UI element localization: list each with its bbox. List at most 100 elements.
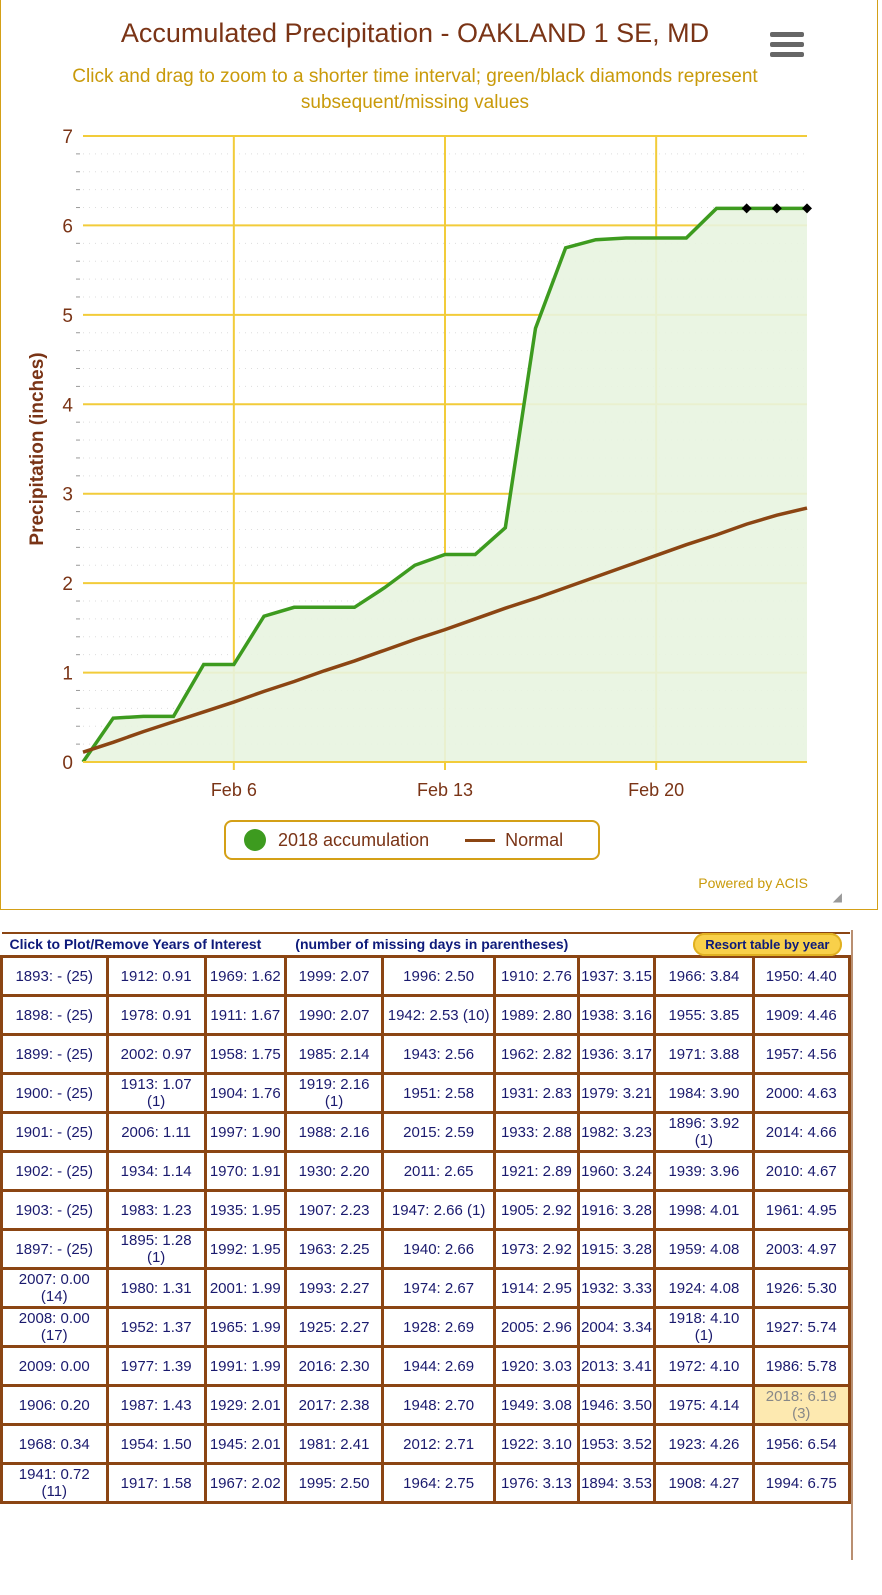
year-cell[interactable]: 1990: 2.07 — [283, 994, 385, 1036]
year-cell[interactable]: 1913: 1.07 (1) — [105, 1072, 207, 1114]
year-cell[interactable]: 1992: 1.95 — [203, 1228, 287, 1270]
credit-link[interactable]: Powered by ACIS — [698, 875, 808, 891]
year-cell[interactable]: 1904: 1.76 — [203, 1072, 287, 1114]
year-cell[interactable]: 1933: 2.88 — [493, 1111, 580, 1153]
year-cell[interactable]: 2001: 1.99 — [203, 1267, 287, 1309]
year-cell[interactable]: 1914: 2.95 — [493, 1267, 580, 1309]
year-cell[interactable]: 1939: 3.96 — [653, 1150, 755, 1192]
year-cell[interactable]: 1919: 2.16 (1) — [283, 1072, 385, 1114]
year-cell[interactable]: 1916: 3.28 — [576, 1189, 657, 1231]
year-cell[interactable]: 1989: 2.80 — [493, 994, 580, 1036]
year-cell[interactable]: 1894: 3.53 — [576, 1462, 657, 1504]
year-cell[interactable]: 2011: 2.65 — [381, 1150, 497, 1192]
year-cell[interactable]: 1945: 2.01 — [203, 1423, 287, 1465]
year-cell[interactable]: 1934: 1.14 — [105, 1150, 207, 1192]
year-cell[interactable]: 1927: 5.74 — [751, 1306, 852, 1348]
year-cell[interactable]: 1905: 2.92 — [493, 1189, 580, 1231]
chart-plot[interactable]: 0 1 2 3 4 5 6 7 Feb 6 Feb 13 Feb 20 Precipitation (… — [0, 0, 882, 910]
year-cell[interactable]: 1932: 3.33 — [576, 1267, 657, 1309]
year-cell[interactable]: 1920: 3.03 — [493, 1345, 580, 1387]
year-cell[interactable]: 2009: 0.00 — [0, 1345, 109, 1387]
year-cell[interactable]: 1936: 3.17 — [576, 1033, 657, 1075]
year-cell[interactable]: 1909: 4.46 — [751, 994, 852, 1036]
year-cell[interactable]: 1993: 2.27 — [283, 1267, 385, 1309]
year-cell[interactable]: 1980: 1.31 — [105, 1267, 207, 1309]
year-cell[interactable]: 1959: 4.08 — [653, 1228, 755, 1270]
year-cell[interactable]: 1971: 3.88 — [653, 1033, 755, 1075]
year-cell[interactable]: 1984: 3.90 — [653, 1072, 755, 1114]
year-cell[interactable]: 2004: 3.34 — [576, 1306, 657, 1348]
year-cell[interactable]: 1994: 6.75 — [751, 1462, 852, 1504]
year-cell[interactable]: 1958: 1.75 — [203, 1033, 287, 1075]
year-cell[interactable]: 1922: 3.10 — [493, 1423, 580, 1465]
year-cell[interactable]: 1910: 2.76 — [493, 955, 580, 997]
year-cell[interactable]: 1976: 3.13 — [493, 1462, 580, 1504]
year-cell[interactable]: 1981: 2.41 — [283, 1423, 385, 1465]
year-cell[interactable]: 1966: 3.84 — [653, 955, 755, 997]
year-cell[interactable]: 2006: 1.11 — [105, 1111, 207, 1153]
year-cell[interactable]: 1946: 3.50 — [576, 1384, 657, 1426]
year-cell[interactable]: 1986: 5.78 — [751, 1345, 852, 1387]
year-cell[interactable]: 1953: 3.52 — [576, 1423, 657, 1465]
year-cell[interactable]: 1942: 2.53 (10) — [381, 994, 497, 1036]
year-cell[interactable]: 2016: 2.30 — [283, 1345, 385, 1387]
year-cell[interactable]: 1938: 3.16 — [576, 994, 657, 1036]
year-cell[interactable]: 1951: 2.58 — [381, 1072, 497, 1114]
year-cell[interactable]: 1955: 3.85 — [653, 994, 755, 1036]
chart-container[interactable] — [0, 0, 878, 910]
year-cell[interactable]: 2005: 2.96 — [493, 1306, 580, 1348]
year-cell[interactable]: 1948: 2.70 — [381, 1384, 497, 1426]
year-cell[interactable]: 1895: 1.28 (1) — [105, 1228, 207, 1270]
year-cell[interactable]: 1963: 2.25 — [283, 1228, 385, 1270]
year-cell[interactable]: 1983: 1.23 — [105, 1189, 207, 1231]
year-cell[interactable]: 1899: - (25) — [0, 1033, 109, 1075]
year-cell[interactable]: 1999: 2.07 — [283, 955, 385, 997]
year-cell[interactable]: 1907: 2.23 — [283, 1189, 385, 1231]
year-cell[interactable]: 1960: 3.24 — [576, 1150, 657, 1192]
year-cell[interactable]: 2010: 4.67 — [751, 1150, 852, 1192]
year-cell[interactable]: 1974: 2.67 — [381, 1267, 497, 1309]
year-cell[interactable]: 1978: 0.91 — [105, 994, 207, 1036]
year-cell[interactable]: 2012: 2.71 — [381, 1423, 497, 1465]
year-cell[interactable]: 1998: 4.01 — [653, 1189, 755, 1231]
year-cell[interactable]: 1941: 0.72 (11) — [0, 1462, 109, 1504]
year-cell[interactable]: 2014: 4.66 — [751, 1111, 852, 1153]
year-cell[interactable]: 1902: - (25) — [0, 1150, 109, 1192]
year-cell[interactable]: 1982: 3.23 — [576, 1111, 657, 1153]
year-cell[interactable]: 1988: 2.16 — [283, 1111, 385, 1153]
year-cell[interactable]: 1969: 1.62 — [203, 955, 287, 997]
resort-table-button[interactable]: Resort table by year — [693, 933, 842, 956]
year-cell[interactable]: 1985: 2.14 — [283, 1033, 385, 1075]
year-cell[interactable]: 2017: 2.38 — [283, 1384, 385, 1426]
year-cell[interactable]: 1912: 0.91 — [105, 955, 207, 997]
year-cell[interactable]: 1917: 1.58 — [105, 1462, 207, 1504]
missing-value-diamond[interactable] — [741, 203, 752, 214]
year-cell[interactable]: 1940: 2.66 — [381, 1228, 497, 1270]
year-cell[interactable]: 2013: 3.41 — [576, 1345, 657, 1387]
year-cell[interactable]: 1954: 1.50 — [105, 1423, 207, 1465]
year-cell[interactable]: 1996: 2.50 — [381, 955, 497, 997]
year-cell[interactable]: 1921: 2.89 — [493, 1150, 580, 1192]
year-cell[interactable]: 1924: 4.08 — [653, 1267, 755, 1309]
year-cell[interactable]: 1928: 2.69 — [381, 1306, 497, 1348]
year-cell[interactable]: 1908: 4.27 — [653, 1462, 755, 1504]
resize-handle-icon[interactable]: ◢ — [832, 890, 842, 904]
year-cell[interactable]: 2018: 6.19 (3) — [751, 1384, 852, 1426]
year-cell[interactable]: 1968: 0.34 — [0, 1423, 109, 1465]
hamburger-menu-icon[interactable] — [770, 32, 804, 58]
year-cell[interactable]: 1918: 4.10 (1) — [653, 1306, 755, 1348]
year-cell[interactable]: 2007: 0.00 (14) — [0, 1267, 109, 1309]
year-cell[interactable]: 2015: 2.59 — [381, 1111, 497, 1153]
year-cell[interactable]: 1896: 3.92 (1) — [653, 1111, 755, 1153]
legend-item-normal[interactable]: Normal — [505, 829, 564, 850]
year-cell[interactable]: 1952: 1.37 — [105, 1306, 207, 1348]
year-cell[interactable]: 1997: 1.90 — [203, 1111, 287, 1153]
missing-value-diamond[interactable] — [802, 203, 812, 214]
year-cell[interactable]: 1911: 1.67 — [203, 994, 287, 1036]
year-cell[interactable]: 1965: 1.99 — [203, 1306, 287, 1348]
year-cell[interactable]: 2008: 0.00 (17) — [0, 1306, 109, 1348]
year-cell[interactable]: 1973: 2.92 — [493, 1228, 580, 1270]
year-cell[interactable]: 1961: 4.95 — [751, 1189, 852, 1231]
year-cell[interactable]: 1977: 1.39 — [105, 1345, 207, 1387]
year-cell[interactable]: 1926: 5.30 — [751, 1267, 852, 1309]
